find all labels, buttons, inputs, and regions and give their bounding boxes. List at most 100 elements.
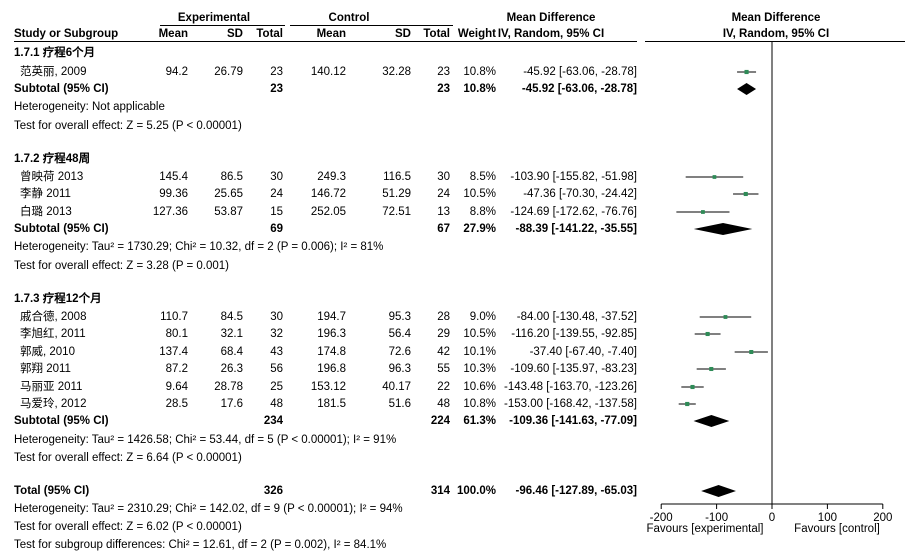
study-sd-experimental: 25.65	[214, 188, 243, 200]
study-name: 曾映荷 2013	[20, 171, 84, 183]
subtotal-total-control: 224	[430, 415, 450, 427]
x-tick-label: 0	[769, 512, 775, 524]
study-marker	[712, 175, 717, 179]
study-mean-experimental: 127.36	[152, 206, 188, 218]
study-sd-experimental: 32.1	[220, 328, 243, 340]
study-mean-experimental: 99.36	[159, 188, 188, 200]
total-diamond	[701, 485, 736, 497]
subgroup-title: 1.7.1 疗程6个月	[14, 47, 96, 59]
x-tick-label: 100	[818, 512, 837, 524]
study-marker	[690, 384, 695, 390]
study-marker	[743, 191, 748, 197]
study-ci: -47.36 [-70.30, -24.42]	[523, 188, 637, 200]
subtotal-label: Subtotal (95% CI)	[14, 223, 109, 235]
total-overall-effect-text: Test for overall effect: Z = 6.02 (P < 0…	[14, 521, 242, 533]
column-header-mean-experimental: Mean	[158, 28, 188, 40]
header-rule	[14, 41, 637, 42]
subtotal-total-control: 67	[437, 223, 450, 235]
subtotal-ci: -88.39 [-141.22, -35.55]	[515, 223, 637, 235]
header-rule-plot	[645, 41, 905, 42]
study-sd-experimental: 26.79	[214, 66, 243, 78]
study-ci: -84.00 [-130.48, -37.52]	[516, 311, 637, 323]
study-sd-control: 96.3	[388, 363, 411, 375]
study-mean-experimental: 137.4	[159, 346, 188, 358]
study-total-experimental: 15	[270, 206, 283, 218]
total-heterogeneity-text: Heterogeneity: Tau² = 2310.29; Chi² = 14…	[14, 503, 403, 515]
study-total-experimental: 32	[270, 328, 283, 340]
study-total-control: 30	[437, 171, 450, 183]
subtotal-label: Subtotal (95% CI)	[14, 415, 109, 427]
study-sd-control: 72.51	[382, 206, 411, 218]
column-header-weight: Weight	[457, 28, 496, 40]
subtotal-total-experimental: 23	[270, 83, 283, 95]
plot-title: Mean Difference	[731, 12, 821, 24]
study-total-experimental: 23	[270, 66, 283, 78]
study-sd-control: 40.17	[382, 381, 411, 393]
total-weight: 100.0%	[456, 485, 496, 497]
study-weight: 10.5%	[463, 188, 496, 200]
subtotal-weight: 27.9%	[463, 223, 496, 235]
study-sd-experimental: 26.3	[220, 363, 243, 375]
subtotal-diamond	[693, 415, 730, 427]
study-total-control: 22	[437, 381, 450, 393]
study-mean-control: 249.3	[317, 171, 346, 183]
study-mean-experimental: 145.4	[159, 171, 188, 183]
study-sd-control: 116.5	[383, 171, 411, 183]
study-mean-control: 181.5	[317, 398, 346, 410]
study-mean-control: 196.3	[317, 328, 346, 340]
study-mean-experimental: 28.5	[165, 398, 188, 410]
study-name: 郭翔 2011	[20, 363, 71, 375]
study-total-control: 29	[437, 328, 450, 340]
study-weight: 10.1%	[463, 346, 496, 358]
study-total-control: 55	[437, 363, 450, 375]
study-ci: -109.60 [-135.97, -83.23]	[510, 363, 637, 375]
study-name: 李旭红, 2011	[20, 328, 86, 340]
study-total-experimental: 25	[270, 381, 283, 393]
study-weight: 10.6%	[463, 381, 496, 393]
study-total-experimental: 48	[270, 398, 283, 410]
study-mean-experimental: 87.2	[165, 363, 188, 375]
study-name: 马爱玲, 2012	[20, 398, 87, 410]
study-ci: -37.40 [-67.40, -7.40]	[529, 346, 637, 358]
study-total-experimental: 30	[270, 171, 283, 183]
study-marker	[701, 210, 705, 214]
md-column-subtitle: IV, Random, 95% CI	[497, 28, 605, 40]
overall-effect-text: Test for overall effect: Z = 3.28 (P = 0…	[14, 260, 229, 272]
study-marker	[744, 69, 749, 75]
subtotal-weight: 10.8%	[463, 83, 496, 95]
study-total-experimental: 24	[270, 188, 283, 200]
study-mean-experimental: 94.2	[165, 66, 188, 78]
total-experimental: 326	[263, 485, 283, 497]
study-marker	[723, 315, 728, 319]
column-header-mean-control: Mean	[316, 28, 346, 40]
subtotal-total-experimental: 234	[263, 415, 283, 427]
column-header-total-control: Total	[423, 28, 450, 40]
study-sd-experimental: 68.4	[220, 346, 243, 358]
study-marker	[709, 366, 714, 372]
study-mean-experimental: 80.1	[165, 328, 188, 340]
study-sd-experimental: 28.78	[214, 381, 243, 393]
heterogeneity-text: Heterogeneity: Not applicable	[14, 101, 165, 113]
subtotal-label: Subtotal (95% CI)	[14, 83, 109, 95]
study-marker	[749, 349, 754, 355]
study-sd-control: 95.3	[388, 311, 411, 323]
study-total-control: 42	[437, 346, 450, 358]
study-ci: -103.90 [-155.82, -51.98]	[510, 171, 637, 183]
plot-subtitle: IV, Random, 95% CI	[722, 28, 830, 40]
study-sd-experimental: 86.5	[220, 171, 243, 183]
study-weight: 9.0%	[469, 311, 496, 323]
x-tick-label: -100	[705, 512, 728, 524]
study-total-control: 28	[437, 311, 450, 323]
subtotal-total-control: 23	[437, 83, 450, 95]
subgroup-differences-text: Test for subgroup differences: Chi² = 12…	[14, 539, 387, 551]
subtotal-ci: -45.92 [-63.06, -28.78]	[521, 83, 637, 95]
study-marker	[685, 401, 690, 407]
study-sd-experimental: 53.87	[214, 206, 243, 218]
study-total-experimental: 56	[270, 363, 283, 375]
study-sd-control: 51.29	[382, 188, 411, 200]
x-tick-label: -200	[650, 512, 673, 524]
column-header-sd-control: SD	[395, 28, 411, 40]
study-weight: 10.8%	[463, 398, 496, 410]
study-ci: -124.69 [-172.62, -76.76]	[510, 206, 637, 218]
